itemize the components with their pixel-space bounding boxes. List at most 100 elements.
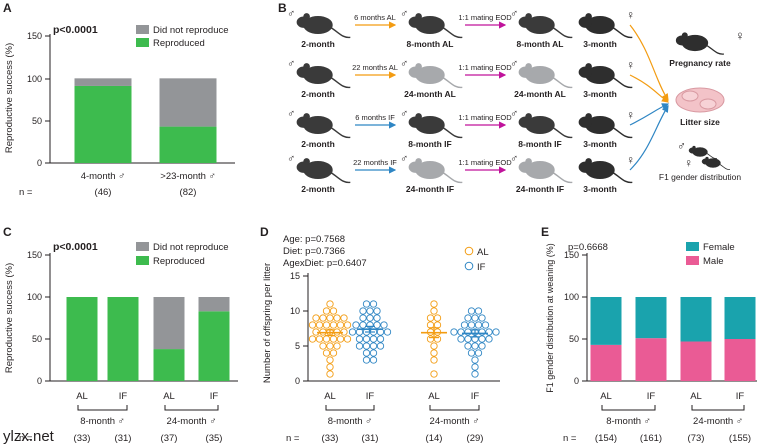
mouse-icon bbox=[578, 157, 634, 184]
mouse-icon bbox=[518, 112, 574, 139]
bar-female bbox=[680, 297, 712, 342]
panel-d-letter: D bbox=[260, 225, 269, 239]
legend-swatch-did-not-reproduce bbox=[136, 25, 149, 34]
data-point bbox=[426, 335, 435, 343]
data-point bbox=[467, 307, 476, 315]
bar-reproduced bbox=[107, 297, 139, 381]
bar-reproduced bbox=[198, 311, 230, 381]
category-label: IF bbox=[366, 391, 375, 402]
watermark: ylzx.net bbox=[3, 428, 55, 445]
n-value: (37) bbox=[161, 433, 178, 444]
n-label: n = bbox=[19, 187, 33, 198]
n-value: (161) bbox=[640, 433, 662, 444]
data-point bbox=[450, 328, 458, 336]
n-label: n = bbox=[563, 433, 577, 444]
n-value: (33) bbox=[74, 433, 91, 444]
mouse-label: 2-month bbox=[301, 39, 335, 49]
panel-a-y-ticks: 0 50 100 150 bbox=[27, 31, 50, 168]
panel-a: A Reproductive success (%) 0 50 100 150 … bbox=[3, 1, 235, 198]
female-symbol-icon: ♀ bbox=[626, 58, 635, 72]
mouse-icon bbox=[701, 156, 731, 170]
bar-female bbox=[590, 297, 622, 345]
data-point bbox=[336, 321, 345, 329]
outcome-litter: Litter size bbox=[675, 87, 725, 127]
legend-label: Did not reproduce bbox=[153, 25, 229, 36]
data-point bbox=[369, 342, 378, 350]
panel-d-points bbox=[308, 300, 500, 378]
arrow-label: 1:1 mating EOD bbox=[458, 158, 512, 167]
legend-swatch-did-not-reproduce bbox=[136, 242, 149, 251]
group-bracket bbox=[601, 405, 656, 411]
panel-d-y-label: Number of offspring per litter bbox=[262, 263, 273, 383]
tick-label: 100 bbox=[564, 292, 579, 302]
data-point bbox=[322, 321, 331, 329]
litter-pups-icon bbox=[675, 87, 725, 113]
tick-label: 150 bbox=[564, 250, 579, 260]
panel-e-bars bbox=[590, 297, 756, 381]
panel-c-letter: C bbox=[3, 225, 12, 239]
bar-reproduced bbox=[74, 85, 132, 163]
category-label: AL bbox=[163, 391, 175, 402]
bar-female bbox=[724, 297, 756, 339]
mouse-icon bbox=[408, 62, 464, 89]
data-point bbox=[467, 349, 476, 357]
male-symbol-icon: ♂ bbox=[400, 8, 408, 20]
mouse-icon bbox=[518, 62, 574, 89]
male-symbol-icon: ♂ bbox=[510, 8, 518, 20]
legend-label: Reproduced bbox=[153, 256, 205, 267]
category-label: IF bbox=[471, 391, 480, 402]
data-point bbox=[467, 321, 476, 329]
mouse-label: 8-month AL bbox=[407, 39, 454, 49]
group-label: 24-month ♂ bbox=[430, 416, 480, 427]
data-point bbox=[329, 307, 338, 315]
panel-d-y-ticks: 0 5 10 15 bbox=[290, 271, 308, 386]
n-value: (33) bbox=[322, 433, 339, 444]
data-point bbox=[322, 307, 331, 315]
n-value: (82) bbox=[180, 187, 197, 198]
legend-swatch-reproduced bbox=[136, 256, 149, 265]
mouse-label: 3-month bbox=[583, 139, 617, 149]
panel-e: E F1 gender distribution at weaning (%) … bbox=[541, 225, 757, 444]
group-label: 8-month ♂ bbox=[606, 416, 651, 427]
group-bracket bbox=[77, 405, 128, 411]
data-point bbox=[464, 328, 472, 336]
data-point bbox=[366, 307, 374, 315]
tick-label: 150 bbox=[27, 250, 42, 260]
n-value: (14) bbox=[426, 433, 443, 444]
male-symbol-icon: ♂ bbox=[287, 8, 295, 20]
mouse-icon bbox=[578, 62, 634, 89]
data-point bbox=[430, 370, 438, 378]
female-symbol-icon: ♀ bbox=[626, 153, 635, 167]
data-point bbox=[478, 328, 486, 336]
category-label: AL bbox=[428, 391, 440, 402]
data-point bbox=[383, 328, 392, 336]
category-label: >23-month ♂ bbox=[160, 171, 215, 182]
data-point bbox=[315, 335, 324, 343]
data-point bbox=[359, 307, 367, 315]
panel-b: B ♂ 2-month 6 months AL ♂ 8-month AL 1:1 mati… bbox=[278, 1, 745, 194]
data-point bbox=[333, 314, 341, 322]
data-point bbox=[430, 349, 438, 357]
male-symbol-icon: ♂ bbox=[400, 58, 408, 70]
data-point bbox=[373, 321, 381, 329]
data-point bbox=[362, 342, 371, 350]
stat-line: AgexDiet: p=0.6407 bbox=[283, 258, 367, 269]
data-point bbox=[362, 356, 371, 364]
tick-label: 100 bbox=[27, 74, 42, 84]
arrow-label: 22 months IF bbox=[353, 158, 397, 167]
female-symbol-icon: ♀ bbox=[626, 108, 635, 122]
category-label: IF bbox=[647, 391, 656, 402]
category-label: IF bbox=[210, 391, 219, 402]
data-point bbox=[322, 335, 331, 343]
converge-arrow bbox=[629, 103, 670, 126]
mouse-icon bbox=[296, 62, 352, 89]
data-point bbox=[485, 328, 493, 336]
mouse-label: 8-month IF bbox=[518, 139, 561, 149]
n-value: (31) bbox=[115, 433, 132, 444]
n-value: (46) bbox=[95, 187, 112, 198]
tick-label: 15 bbox=[290, 271, 300, 281]
data-point bbox=[457, 335, 465, 343]
bar-did-not-reproduce bbox=[74, 78, 132, 86]
data-point bbox=[373, 314, 381, 322]
male-symbol-icon: ♂ bbox=[287, 58, 295, 70]
